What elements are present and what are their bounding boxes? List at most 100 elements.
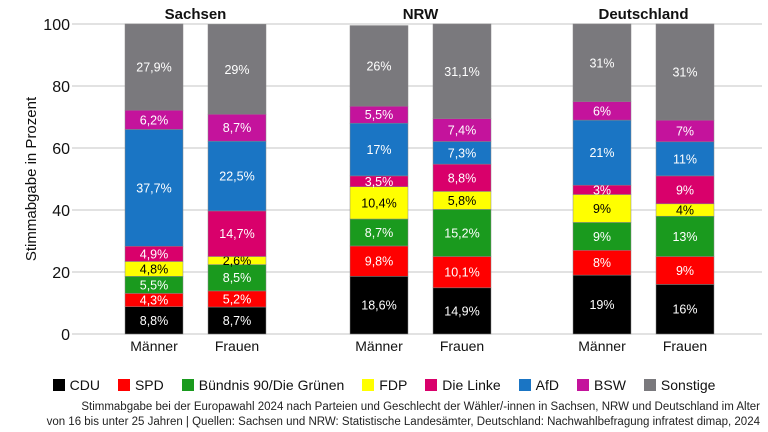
bar-segment <box>124 129 184 247</box>
data-label: 8,7% <box>223 314 252 328</box>
data-label: 7,4% <box>448 124 477 138</box>
x-tick-label: Frauen <box>663 338 707 354</box>
bar-segment <box>655 256 715 285</box>
legend-item: AfD <box>518 377 560 393</box>
bar-segment <box>655 175 715 205</box>
legend-swatch <box>577 379 590 391</box>
legend-item: FDP <box>362 377 407 393</box>
data-label: 16% <box>672 303 697 317</box>
x-tick-label: Männer <box>578 338 626 354</box>
data-label: 37,7% <box>136 181 171 195</box>
data-label: 31% <box>672 66 697 80</box>
data-label: 8% <box>593 256 611 270</box>
y-tick-label: 0 <box>61 327 70 344</box>
legend-swatch <box>643 379 656 391</box>
data-label: 8,8% <box>140 314 169 328</box>
bar-segment <box>207 113 267 142</box>
data-label: 17% <box>366 143 391 157</box>
bar-segment <box>655 284 715 335</box>
data-label: 10,1% <box>444 266 479 280</box>
legend-swatch <box>362 379 375 391</box>
bar-segment <box>432 23 492 119</box>
bar-segment <box>349 25 409 107</box>
bar-segment <box>572 250 632 276</box>
legend-swatch <box>425 379 438 391</box>
legend-label: BSW <box>594 377 626 393</box>
data-label: 3,5% <box>365 175 394 189</box>
data-label: 5,5% <box>365 108 394 122</box>
legend-item: BSW <box>577 377 626 393</box>
group-title: Deutschland <box>598 6 688 23</box>
bar-segment <box>572 23 632 102</box>
bar-segment <box>207 140 267 212</box>
data-label: 18,6% <box>361 299 396 313</box>
data-label: 10,4% <box>361 196 396 210</box>
legend-label: Die Linke <box>442 377 501 393</box>
data-label: 15,2% <box>444 226 479 240</box>
data-label: 5,5% <box>140 278 169 292</box>
bar-segment <box>655 23 715 121</box>
data-label: 8,7% <box>365 226 394 240</box>
data-label: 7,3% <box>448 146 477 160</box>
legend-label: SPD <box>134 377 164 393</box>
data-label: 9% <box>593 230 611 244</box>
data-label: 9,8% <box>365 255 394 269</box>
data-label: 4% <box>676 204 694 218</box>
x-tick-label: Männer <box>130 338 178 354</box>
bar-segment <box>207 264 267 292</box>
bar-segment <box>572 194 632 223</box>
legend-swatch <box>181 379 194 391</box>
data-label: 11% <box>673 152 697 166</box>
data-label: 31,1% <box>444 65 479 79</box>
y-tick-label: 20 <box>52 265 70 282</box>
data-label: 3% <box>593 183 611 197</box>
bar-segment <box>349 218 409 247</box>
caption-line-2: von 16 bis unter 25 Jahren | Quellen: Sa… <box>46 416 760 428</box>
data-label: 5,8% <box>448 194 477 208</box>
data-label: 26% <box>366 59 391 73</box>
data-label: 4,8% <box>140 262 169 276</box>
x-tick-label: Frauen <box>215 338 259 354</box>
data-label: 7% <box>676 124 694 138</box>
data-label: 27,9% <box>136 61 171 75</box>
bar-segment <box>432 287 492 335</box>
group-title: Sachsen <box>165 6 227 23</box>
group-title: NRW <box>403 6 439 23</box>
bar-segment <box>349 186 409 220</box>
legend-item: Die Linke <box>425 377 501 393</box>
y-tick-label: 40 <box>52 203 70 220</box>
data-label: 5,2% <box>223 292 252 306</box>
data-label: 29% <box>224 63 249 77</box>
data-label: 4,9% <box>140 247 169 261</box>
bar-segment <box>207 210 267 257</box>
legend-item: Bündnis 90/Die Grünen <box>181 377 344 393</box>
legend-label: FDP <box>379 377 408 393</box>
y-axis-label: Stimmabgabe in Prozent <box>23 96 40 261</box>
y-tick-label: 60 <box>52 141 70 158</box>
data-label: 8,8% <box>448 171 477 185</box>
bar-segment <box>207 24 267 115</box>
legend: CDU SPD Bündnis 90/Die Grünen FDP Die Linke A… <box>0 377 768 393</box>
data-label: 13% <box>672 230 697 244</box>
data-label: 8,5% <box>223 271 252 285</box>
legend-swatch <box>117 379 130 391</box>
data-label: 9% <box>676 183 694 197</box>
y-tick-label: 80 <box>52 79 70 96</box>
data-label: 21% <box>589 146 614 160</box>
legend-label: AfD <box>535 377 560 393</box>
caption: Stimmabgabe bei der Europawahl 2024 nach… <box>20 400 760 430</box>
bar-segment <box>124 23 184 111</box>
bar-segment <box>124 306 184 335</box>
stacked-bar-chart: 0 20 40 60 80 100 Stimmabgabe in Prozent Sachse… <box>23 6 762 354</box>
data-label: 19% <box>589 298 614 312</box>
data-label: 4,3% <box>140 294 169 308</box>
legend-swatch <box>518 379 531 391</box>
x-tick-label: Männer <box>355 338 403 354</box>
bar-segment <box>432 163 492 192</box>
data-label: 6,2% <box>140 113 169 127</box>
legend-swatch <box>52 379 65 391</box>
data-label: 9% <box>593 202 611 216</box>
data-label: 31% <box>589 56 614 70</box>
data-label: 14,9% <box>444 304 479 318</box>
data-label: 14,7% <box>219 227 254 241</box>
